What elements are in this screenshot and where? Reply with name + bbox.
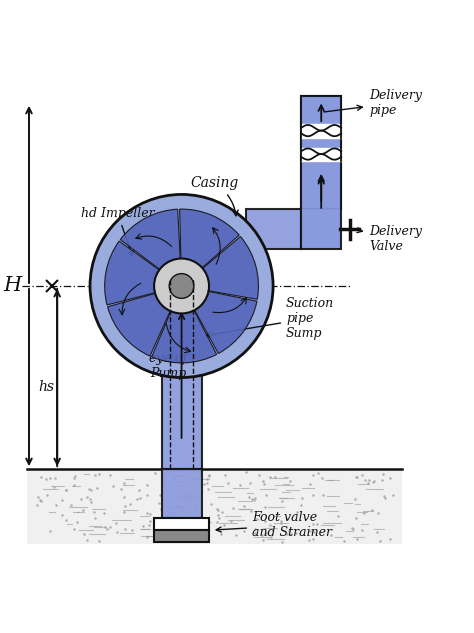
Bar [301, 96, 341, 249]
Text: Casing: Casing [190, 176, 238, 216]
Circle shape [90, 194, 273, 377]
Wedge shape [120, 209, 180, 270]
Bar [154, 518, 210, 530]
Bar [162, 469, 201, 518]
Text: Suction
pipe
Sump: Suction pipe Sump [206, 296, 334, 339]
Text: Delivery
Valve: Delivery Valve [357, 225, 422, 253]
Text: H: H [3, 277, 22, 296]
Text: Delivery
pipe: Delivery pipe [324, 89, 422, 117]
Text: eye of
Pump: eye of Pump [149, 352, 187, 380]
Wedge shape [108, 294, 170, 356]
Text: hd Impeller: hd Impeller [81, 207, 155, 256]
Text: hs: hs [39, 380, 55, 394]
Wedge shape [152, 310, 217, 363]
Bar [162, 291, 201, 469]
Wedge shape [105, 241, 159, 305]
Circle shape [154, 258, 209, 313]
Bar [246, 210, 301, 249]
Wedge shape [195, 291, 257, 353]
Bar [27, 469, 402, 544]
Text: Foot valve
and Strainer: Foot valve and Strainer [216, 511, 332, 539]
Wedge shape [202, 237, 258, 299]
Bar [154, 530, 210, 542]
Bar [301, 96, 341, 208]
Circle shape [169, 273, 194, 298]
Wedge shape [180, 209, 239, 268]
Bar [301, 208, 341, 249]
